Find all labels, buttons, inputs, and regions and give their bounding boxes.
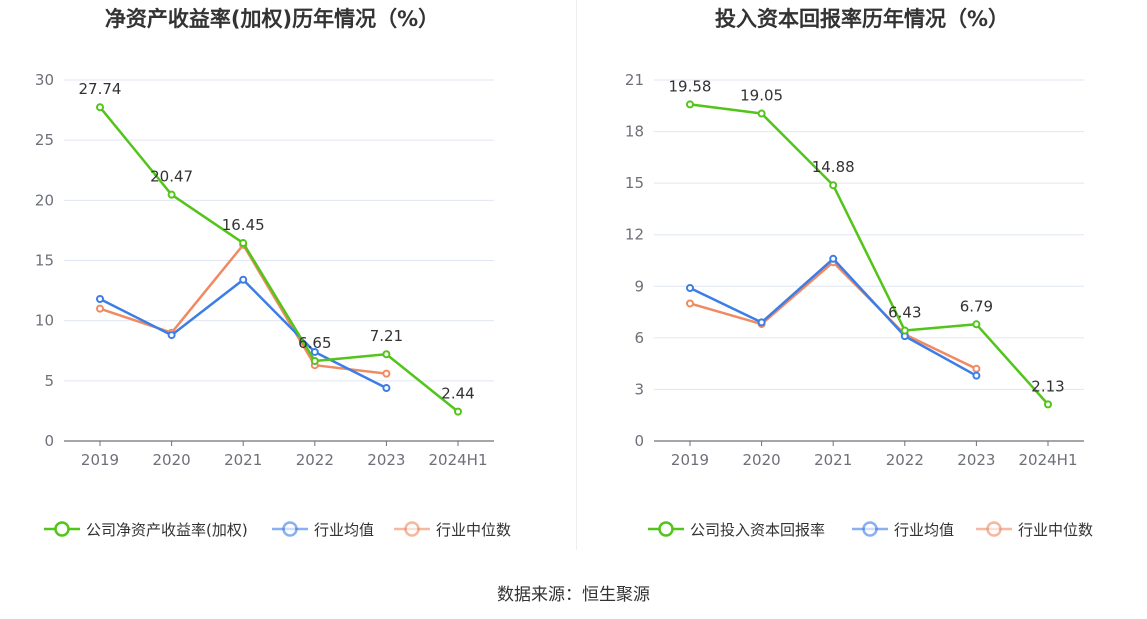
legend-label: 公司净资产收益率(加权): [86, 521, 248, 539]
y-tick-label: 15: [35, 252, 54, 270]
series-line: [689, 103, 1049, 406]
data-point: [1044, 400, 1052, 409]
data-point: [167, 331, 176, 340]
y-tick-label: 18: [625, 123, 644, 141]
series-line: [99, 278, 387, 390]
data-point: [829, 254, 838, 263]
data-point: [310, 356, 319, 365]
legend-label: 公司投入资本回报率: [690, 521, 825, 539]
data-point: [686, 100, 694, 109]
data-point: [900, 326, 909, 335]
legend-item[interactable]: 行业均值: [852, 521, 954, 539]
data-label: 6.79: [960, 297, 993, 315]
legend-label: 行业中位数: [436, 521, 511, 539]
y-tick-label: 5: [44, 372, 54, 390]
roe-chart: 净资产收益率(加权)历年情况（%） 0 5 10 15 20 25 30 2019 2020 202…: [35, 7, 511, 539]
data-point: [686, 284, 694, 293]
data-point: [310, 347, 319, 356]
x-tick-label: 2023: [367, 451, 405, 469]
data-label: 27.74: [79, 80, 122, 98]
data-label: 6.43: [888, 303, 921, 321]
y-tick-label: 0: [44, 432, 54, 450]
x-tick-label: 2022: [886, 451, 924, 469]
data-point: [96, 103, 104, 112]
legend-item[interactable]: 公司投入资本回报率: [648, 521, 825, 539]
data-point: [239, 275, 248, 284]
data-point: [382, 350, 391, 359]
data-point: [239, 239, 248, 248]
legend-item[interactable]: 行业中位数: [394, 521, 511, 539]
x-tick-label: 2020: [743, 451, 781, 469]
data-point: [382, 369, 391, 378]
data-point: [972, 371, 981, 380]
legend-marker: [282, 521, 298, 537]
x-tick-label: 2021: [224, 451, 262, 469]
data-label: 6.65: [298, 334, 331, 352]
y-tick-label: 20: [35, 191, 54, 209]
y-tick-label: 30: [35, 71, 54, 89]
x-tick-label: 2022: [296, 451, 334, 469]
legend-marker: [54, 521, 70, 537]
data-label: 14.88: [812, 158, 855, 176]
legend-item[interactable]: 行业中位数: [976, 521, 1093, 539]
legend-marker: [404, 521, 420, 537]
y-tick-label: 12: [625, 226, 644, 244]
legend-label: 行业中位数: [1018, 521, 1093, 539]
roic-chart: 投入资本回报率历年情况（%） 0 3 6 9 12 15 18 21 2019 2020 2021 20…: [625, 7, 1093, 539]
data-label: 7.21: [370, 327, 403, 345]
y-tick-label: 15: [625, 174, 644, 192]
legend-label: 行业均值: [894, 521, 954, 539]
data-label: 19.58: [669, 77, 712, 95]
data-point: [382, 384, 391, 393]
data-label: 2.44: [441, 385, 474, 403]
y-tick-label: 9: [634, 277, 644, 295]
series-line: [99, 106, 459, 413]
data-label: 19.05: [740, 87, 783, 105]
data-point: [686, 299, 694, 308]
chart-divider: [576, 0, 577, 550]
data-label: 2.13: [1031, 377, 1064, 395]
data-point: [167, 190, 176, 199]
chart-title: 净资产收益率(加权)历年情况（%）: [105, 7, 439, 31]
x-tick-label: 2024H1: [429, 451, 488, 469]
x-tick-label: 2023: [957, 451, 995, 469]
legend-marker: [658, 521, 674, 537]
data-point: [972, 320, 981, 329]
series-line: [689, 257, 978, 377]
data-point: [829, 181, 838, 190]
legend-marker: [862, 521, 878, 537]
data-point: [96, 304, 104, 313]
data-label: 16.45: [222, 216, 265, 234]
legend-label: 行业均值: [314, 521, 374, 539]
x-tick-label: 2019: [671, 451, 709, 469]
y-tick-label: 25: [35, 131, 54, 149]
data-point: [972, 364, 981, 373]
data-point: [96, 295, 104, 304]
data-point: [757, 109, 766, 118]
x-tick-label: 2024H1: [1019, 451, 1078, 469]
series-line: [99, 243, 387, 375]
legend-item[interactable]: 公司净资产收益率(加权): [44, 521, 248, 539]
data-label: 20.47: [150, 168, 193, 186]
y-tick-label: 10: [35, 312, 54, 330]
data-source-note: 数据来源：恒生聚源: [497, 585, 650, 605]
x-tick-label: 2020: [153, 451, 191, 469]
x-tick-label: 2019: [81, 451, 119, 469]
data-point: [757, 318, 766, 327]
x-tick-label: 2021: [814, 451, 852, 469]
legend-marker: [986, 521, 1002, 537]
chart-title: 投入资本回报率历年情况（%）: [715, 7, 1009, 31]
legend-item[interactable]: 行业均值: [272, 521, 374, 539]
y-tick-label: 21: [625, 71, 644, 89]
y-tick-label: 0: [634, 432, 644, 450]
y-tick-label: 6: [634, 329, 644, 347]
y-tick-label: 3: [634, 380, 644, 398]
data-point: [454, 407, 462, 416]
